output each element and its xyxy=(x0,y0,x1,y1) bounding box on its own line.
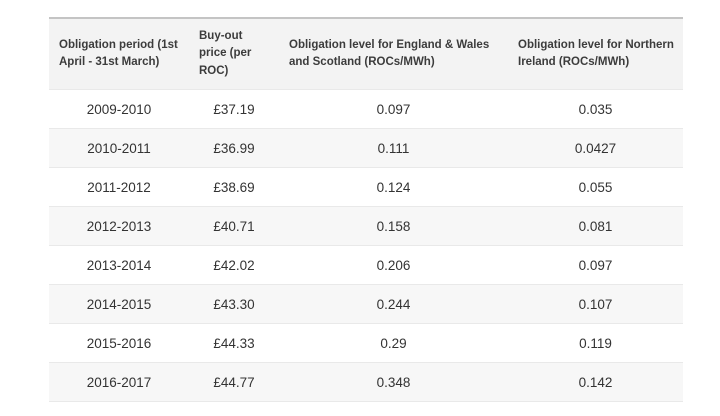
table-cell: 0.097 xyxy=(376,101,411,117)
table-cell: £42.02 xyxy=(189,245,279,285)
table-cell: 0.142 xyxy=(508,362,683,402)
table-cell: 0.29 xyxy=(279,323,508,363)
table-cell: 0.158 xyxy=(279,206,508,246)
table-row: 2015-2016 £44.33 0.29 0.119 xyxy=(49,323,683,363)
table-cell: 0.107 xyxy=(508,284,683,324)
table-header: Obligation period (1st April - 31st Marc… xyxy=(49,19,683,90)
table-body: 2009-2010 £37.19 0.097 0.035 2010-2011 £36.99… xyxy=(49,90,683,402)
table-cell: 0.081 xyxy=(508,206,683,246)
table-row: 2016-2017 £44.77 0.348 0.142 xyxy=(49,362,683,402)
table-cell: 2009-2010 xyxy=(86,101,152,117)
obligation-table-container: Obligation period (1st April - 31st Marc… xyxy=(49,17,683,402)
table-cell: 2011-2012 xyxy=(49,167,189,207)
table-cell: 0.035 xyxy=(578,101,613,117)
table-cell: 2013-2014 xyxy=(49,245,189,285)
table-cell: 0.348 xyxy=(279,362,508,402)
col-header-obligation-period: Obligation period (1st April - 31st Marc… xyxy=(49,19,189,90)
table-cell: 0.055 xyxy=(508,167,683,207)
col-header-level-northern-ireland: Obligation level for Northern Ireland (R… xyxy=(508,19,683,90)
table-cell: 0.206 xyxy=(279,245,508,285)
header-row: Obligation period (1st April - 31st Marc… xyxy=(49,19,683,90)
table-row: 2013-2014 £42.02 0.206 0.097 xyxy=(49,245,683,285)
table-cell: £40.71 xyxy=(189,206,279,246)
table-cell: 2014-2015 xyxy=(49,284,189,324)
table-row: 2014-2015 £43.30 0.244 0.107 xyxy=(49,284,683,324)
table-cell: 0.119 xyxy=(508,323,683,363)
table-cell: 2012-2013 xyxy=(49,206,189,246)
table-cell: 2016-2017 xyxy=(49,362,189,402)
table-cell: 2010-2011 xyxy=(49,128,189,168)
table-row: 2010-2011 £36.99 0.111 0.0427 xyxy=(49,128,683,168)
col-header-level-england-wales-scotland: Obligation level for England & Wales and… xyxy=(279,19,508,90)
table-cell: £38.69 xyxy=(189,167,279,207)
table-cell: £44.33 xyxy=(189,323,279,363)
table-cell: 0.124 xyxy=(279,167,508,207)
table-cell: £43.30 xyxy=(189,284,279,324)
table-row: 2012-2013 £40.71 0.158 0.081 xyxy=(49,206,683,246)
table-cell: 0.244 xyxy=(279,284,508,324)
col-header-buyout-price: Buy-out price (per ROC) xyxy=(189,19,279,90)
obligation-table: Obligation period (1st April - 31st Marc… xyxy=(49,19,683,402)
table-row: 2011-2012 £38.69 0.124 0.055 xyxy=(49,167,683,207)
table-cell: 0.111 xyxy=(279,128,508,168)
table-cell: £44.77 xyxy=(189,362,279,402)
table-cell: £37.19 xyxy=(213,101,255,117)
table-row: 2009-2010 £37.19 0.097 0.035 xyxy=(49,90,683,129)
table-cell: 0.0427 xyxy=(508,128,683,168)
table-cell: 0.097 xyxy=(508,245,683,285)
table-cell: £36.99 xyxy=(189,128,279,168)
table-cell: 2015-2016 xyxy=(49,323,189,363)
